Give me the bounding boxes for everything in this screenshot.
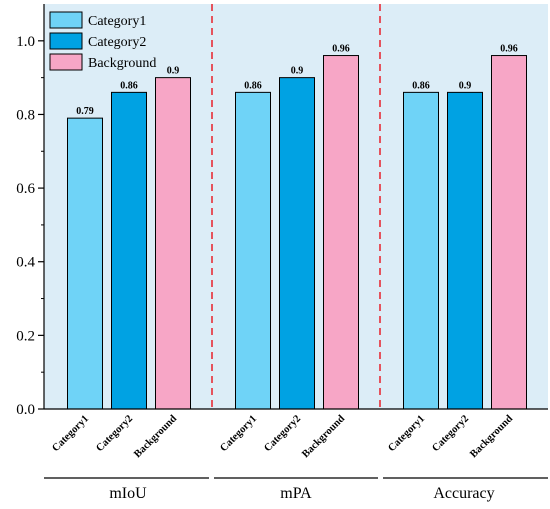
x-category-label: Category2: [94, 413, 135, 454]
x-category-label: Category1: [386, 413, 427, 454]
legend-swatch-background: [49, 53, 83, 71]
data-label: 0.9: [291, 66, 304, 77]
data-label: 0.9: [459, 80, 472, 91]
x-category-label: Category2: [430, 413, 471, 454]
y-tick-label: 0.4: [16, 255, 35, 271]
x-category-label: Background: [468, 413, 515, 460]
y-tick-label: 0.0: [16, 402, 35, 418]
x-category-label: Background: [300, 413, 347, 460]
legend-label: Background: [88, 56, 156, 71]
bar-miou-category2: [111, 91, 147, 410]
bar-miou-category1: [67, 117, 103, 410]
data-label: 0.9: [167, 66, 180, 77]
data-label: 0.86: [412, 80, 430, 91]
legend-swatch-category2: [49, 32, 83, 50]
data-label: 0.96: [332, 44, 350, 55]
bar-mpa-background: [323, 55, 359, 410]
y-tick-label: 1.0: [16, 34, 35, 50]
x-category-label: Background: [132, 413, 179, 460]
bar-mpa-category1: [235, 91, 271, 410]
legend-label: Category2: [88, 35, 146, 50]
x-category-label: Category2: [262, 413, 303, 454]
data-label: 0.86: [244, 80, 262, 91]
y-tick-label: 0.6: [16, 181, 35, 197]
group-label: Accuracy: [433, 485, 494, 502]
group-label: mPA: [280, 485, 312, 502]
data-label: 0.96: [500, 44, 518, 55]
group-label: mIoU: [109, 485, 147, 502]
bar-mpa-category2: [279, 77, 315, 410]
y-tick-label: 0.2: [16, 328, 35, 344]
data-label: 0.86: [120, 80, 138, 91]
x-category-label: Category1: [50, 413, 91, 454]
data-label: 0.79: [76, 106, 94, 117]
bar-accuracy-background: [491, 55, 527, 410]
legend-swatch-category1: [49, 11, 83, 29]
bar-accuracy-category1: [403, 91, 439, 410]
y-tick-label: 0.8: [16, 107, 35, 123]
x-category-label: Category1: [218, 413, 259, 454]
bar-accuracy-category2: [447, 91, 483, 410]
legend-label: Category1: [88, 14, 146, 29]
bar-miou-background: [155, 77, 191, 410]
